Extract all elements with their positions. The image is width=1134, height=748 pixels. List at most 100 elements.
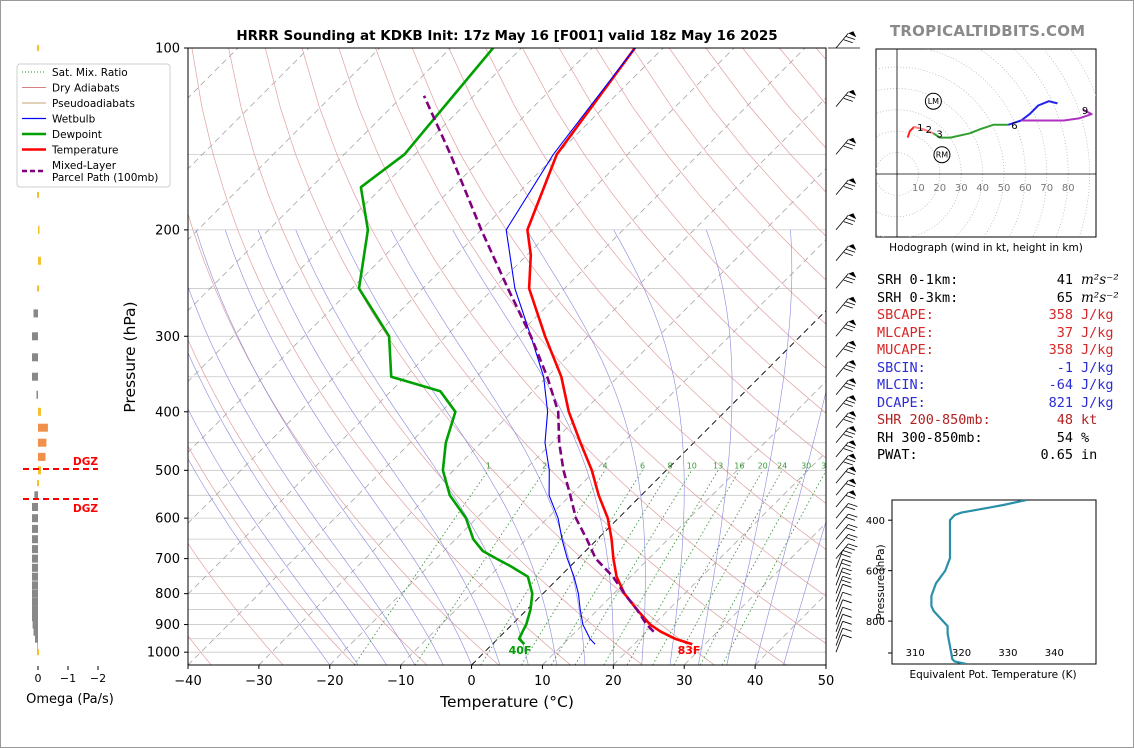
omega-bar <box>32 554 38 563</box>
barb-flag <box>848 490 857 497</box>
theta-e-xlabel: Equivalent Pot. Temperature (K) <box>909 669 1076 681</box>
surface-dewpoint-label: 40F <box>509 644 532 657</box>
theta-e-plot: 310 320 330 340 400 600 800 <box>866 500 1064 664</box>
barb-feather <box>845 483 856 488</box>
barb-flag <box>848 466 857 473</box>
omega-bar <box>34 491 38 500</box>
dry-adiabat <box>411 48 826 551</box>
wind-barb <box>835 533 858 550</box>
omega-bar <box>38 452 46 461</box>
y-tick-label: 500 <box>155 464 180 479</box>
stat-value: 41 <box>1056 272 1073 288</box>
legend-entry: Pseudoadiabats <box>52 98 135 110</box>
dry-adiabat <box>448 48 826 504</box>
x-tick-label: 40 <box>747 674 764 689</box>
moist-adiabat <box>188 285 416 665</box>
stat-value: -1 <box>1056 359 1073 376</box>
hodograph-ring-label: 10 <box>912 183 925 194</box>
y-tick-label: 200 <box>155 223 180 238</box>
wind-barb <box>835 360 857 377</box>
stat-row: SBCIN: -1 J/kg <box>877 360 1119 378</box>
mixing-ratio-line <box>480 470 606 665</box>
stat-label: SBCIN: <box>877 359 926 376</box>
dry-adiabat <box>301 48 787 665</box>
moist-adiabat <box>339 229 557 665</box>
barb-feather <box>842 606 852 611</box>
barb-shaft <box>835 342 849 358</box>
barb-flag <box>848 213 857 220</box>
dry-adiabat <box>522 48 826 414</box>
barb-flag <box>848 478 857 485</box>
wind-barb <box>835 606 852 625</box>
barb-feather <box>845 537 856 541</box>
barb-shaft <box>835 91 849 107</box>
wind-barb <box>835 213 857 231</box>
moist-adiabat <box>295 229 529 665</box>
dry-adiabat <box>338 48 826 645</box>
theta-e-x-tick-label: 320 <box>952 648 971 659</box>
wind-barbs <box>828 31 860 653</box>
theta-e-line <box>930 500 1027 664</box>
wind-barb <box>835 137 857 155</box>
barb-feather <box>842 567 852 572</box>
dry-adiabat <box>188 338 428 665</box>
legend-entry: Mixed-Layer <box>52 160 117 172</box>
legend-entry: Temperature <box>51 145 119 157</box>
barb-feather <box>843 145 853 150</box>
barb-shaft <box>835 503 849 519</box>
hodograph-height-label: 1 <box>917 123 923 134</box>
barb-shaft <box>835 455 849 471</box>
mixing-ratio-label: 6 <box>640 461 645 470</box>
stat-label: MLCIN: <box>877 377 926 393</box>
wind-barb <box>835 271 857 289</box>
mixing-ratio-label: 1 <box>486 461 491 470</box>
series-wetbulb <box>505 48 636 645</box>
mixing-ratio-line <box>721 470 826 665</box>
barb-feather <box>845 248 856 253</box>
barb-feather <box>842 634 852 639</box>
omega-x-tick-label: −2 <box>90 672 106 685</box>
barb-shaft <box>835 139 849 155</box>
barb-shaft <box>835 584 844 602</box>
barb-flag <box>848 244 857 251</box>
series-mixed-layer-parcel-path-100mb- <box>422 95 655 633</box>
barb-shaft <box>835 634 844 653</box>
barb-flag <box>848 178 857 185</box>
barb-shaft <box>835 513 849 530</box>
barb-flag <box>848 360 857 366</box>
moist-adiabat <box>726 229 793 665</box>
stat-label: PWAT: <box>877 447 918 463</box>
wind-barb <box>835 296 857 314</box>
barb-flag <box>848 395 857 402</box>
omega-bar <box>38 466 41 475</box>
stat-value: 358 <box>1048 342 1073 358</box>
wind-barb <box>835 490 857 508</box>
omega-bar <box>32 563 38 572</box>
wind-barb <box>835 244 857 262</box>
barb-feather <box>843 39 853 44</box>
hodograph-trace <box>906 126 915 138</box>
moist-adiabat <box>452 229 614 665</box>
mixing-ratio-line <box>574 470 693 665</box>
barb-feather <box>842 613 852 618</box>
omega-bar <box>32 332 38 341</box>
stat-unit: J/kg <box>1081 394 1114 411</box>
x-tick-label: 0 <box>467 674 475 689</box>
hodograph-height-label: 9 <box>1082 106 1088 117</box>
wind-barb <box>835 503 858 519</box>
barb-shaft <box>835 621 844 639</box>
y-tick-label: 1000 <box>147 646 180 661</box>
barb-feather <box>848 533 858 538</box>
stat-label: DCAPE: <box>877 394 926 411</box>
omega-bar <box>32 613 38 622</box>
hodograph-ring-label: 70 <box>1040 183 1053 194</box>
hodograph-ring-label: 80 <box>1062 183 1075 194</box>
barb-shaft <box>835 427 849 443</box>
omega-bar <box>33 627 38 636</box>
stat-row: MLCIN: -64 J/kg <box>877 377 1119 395</box>
dry-adiabat <box>375 48 826 597</box>
barb-shaft <box>835 534 849 550</box>
barb-shaft <box>835 273 849 289</box>
